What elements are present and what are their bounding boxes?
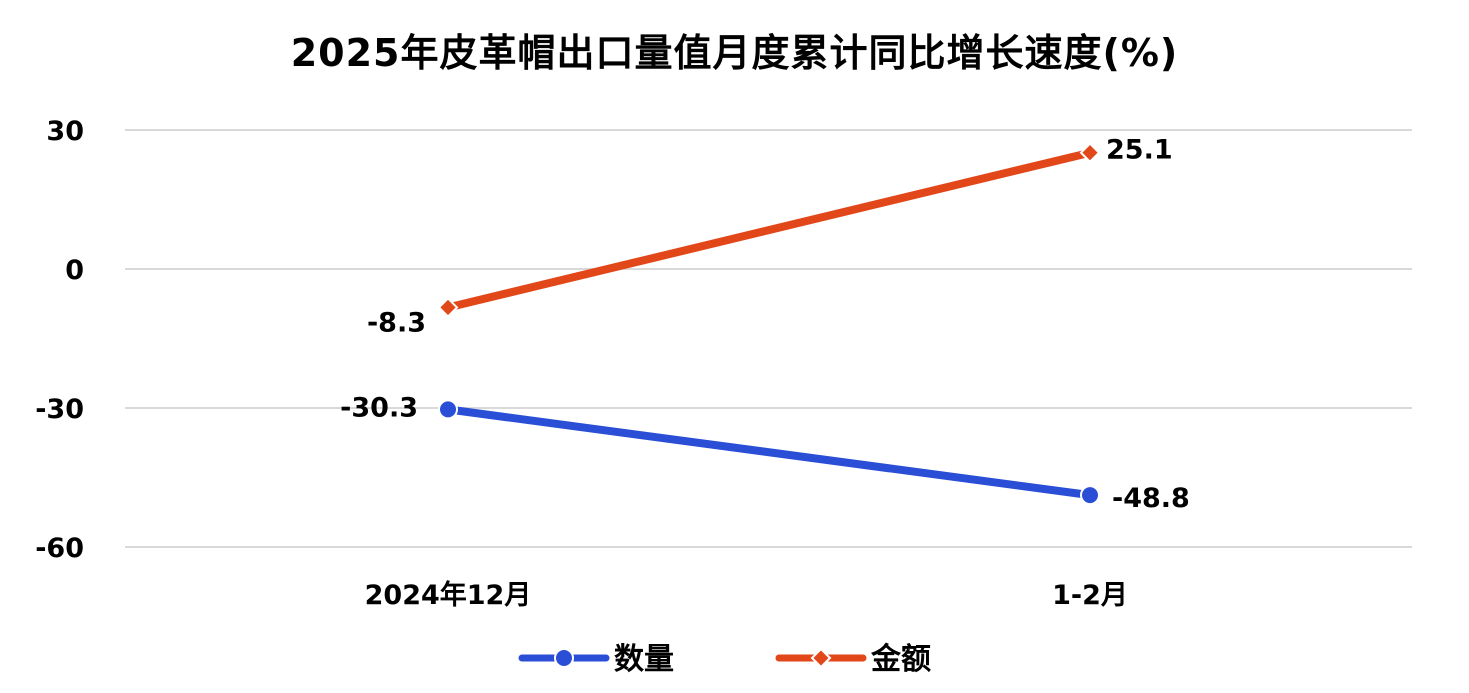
data-label: -8.3	[367, 307, 426, 338]
x-tick-label: 2024年12月	[365, 579, 532, 611]
data-labels: -30.3 -48.8 -8.3 25.1	[340, 135, 1190, 514]
legend-label: 数量	[614, 642, 674, 677]
chart-title: 2025年皮革帽出口量值月度累计同比增长速度(%)	[290, 31, 1179, 75]
data-label: -30.3	[340, 392, 418, 423]
y-tick-label: -30	[35, 394, 84, 425]
y-tick-label: 30	[46, 116, 84, 147]
data-point	[437, 297, 459, 318]
gridlines	[125, 129, 1412, 548]
data-label: -48.8	[1112, 483, 1190, 514]
legend-label: 金额	[870, 642, 931, 677]
data-point	[1079, 142, 1101, 164]
series-line	[444, 405, 1094, 500]
x-axis-ticks: 2024年12月 1-2月	[365, 579, 1128, 611]
series-line	[444, 148, 1094, 312]
data-point	[1080, 485, 1100, 506]
legend-marker	[810, 647, 832, 669]
series-lines	[437, 142, 1101, 506]
y-tick-label: 0	[65, 255, 84, 286]
x-tick-label: 1-2月	[1052, 580, 1128, 611]
data-point	[438, 399, 458, 420]
y-tick-label: -60	[35, 533, 84, 564]
legend-marker	[554, 648, 574, 668]
y-axis-ticks: 30 0 -30 -60	[35, 116, 84, 564]
data-label: 25.1	[1106, 135, 1173, 166]
legend: 数量 金额	[518, 642, 931, 677]
